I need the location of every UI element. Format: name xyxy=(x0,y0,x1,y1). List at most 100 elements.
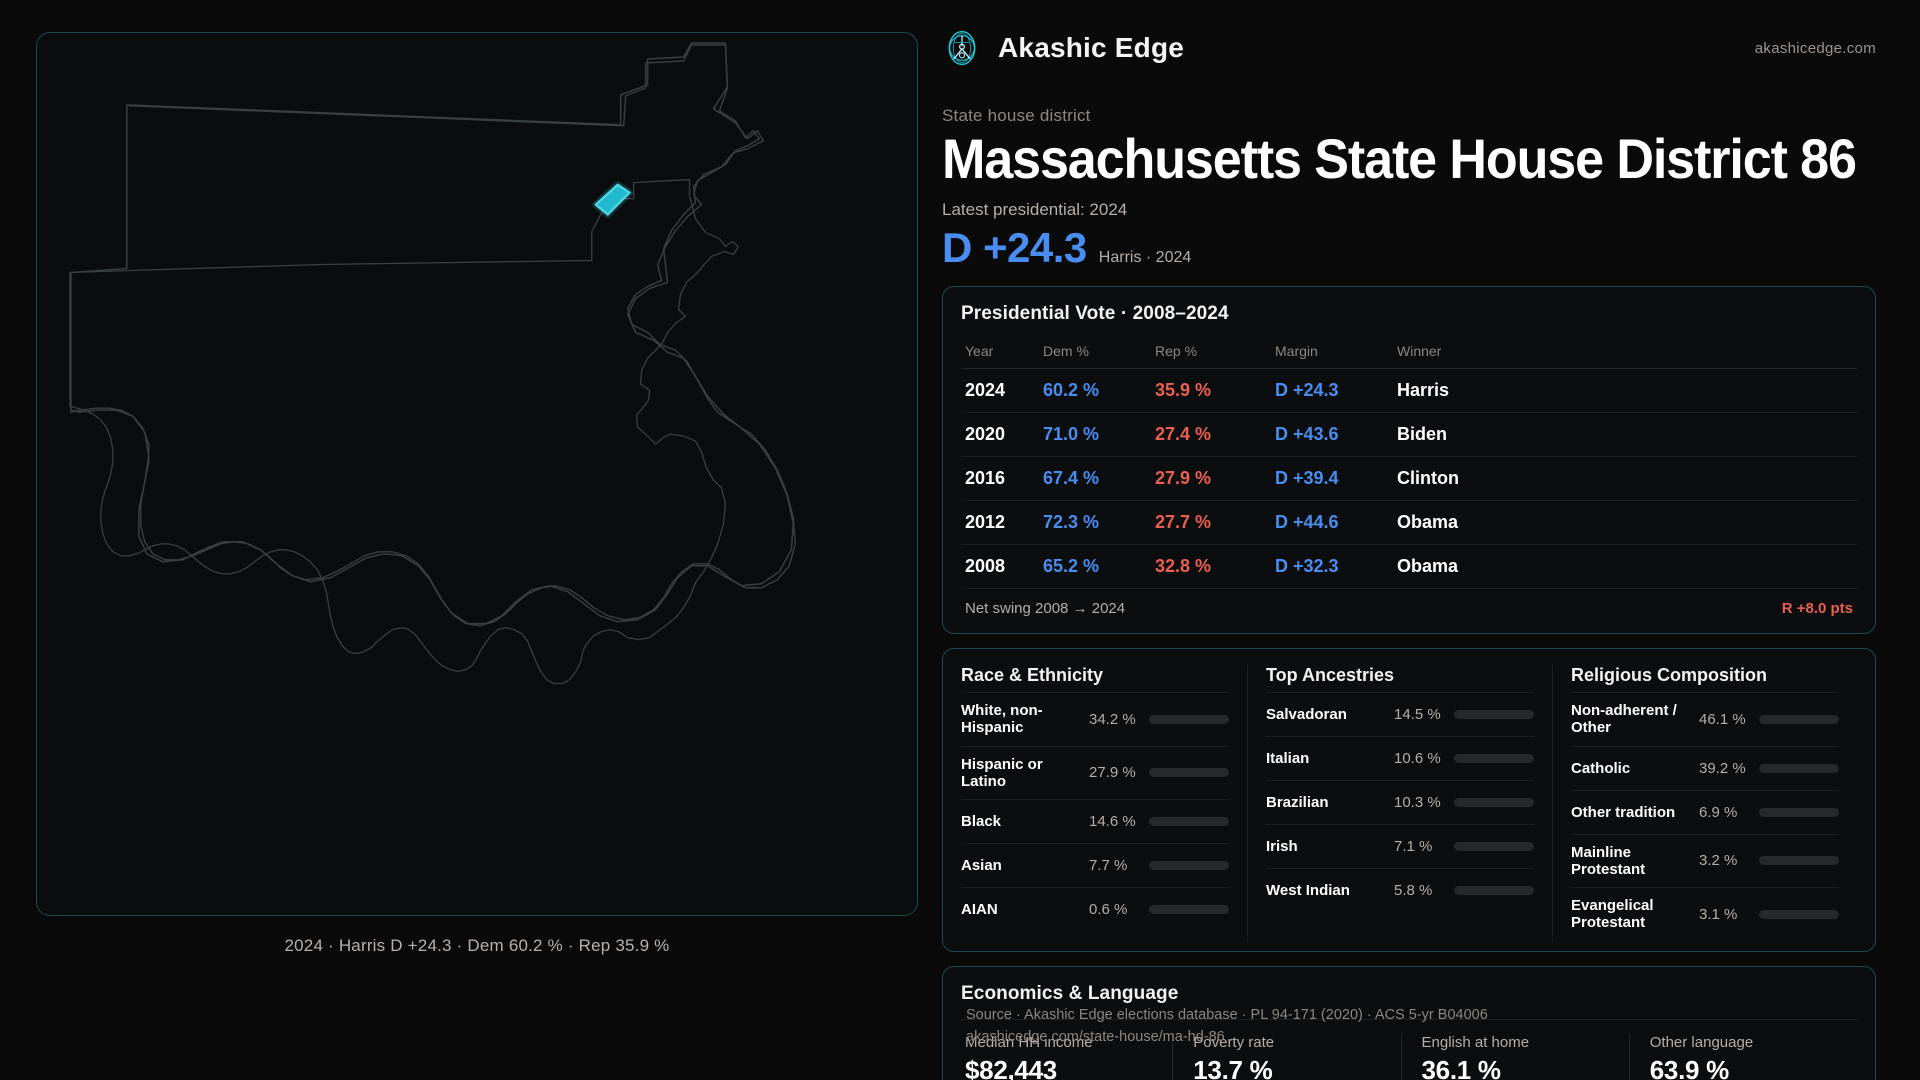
list-item[interactable]: West Indian 5.8 % xyxy=(1266,868,1534,912)
massachusetts-outline-icon xyxy=(69,42,796,685)
stat-value: 36.1 % xyxy=(1421,1054,1501,1080)
highlighted-district xyxy=(592,181,634,219)
table-row[interactable]: 2016 67.4 % 27.9 % D +39.4 Clinton xyxy=(961,456,1857,502)
list-item[interactable]: Asian 7.7 % xyxy=(961,843,1229,887)
race-bar xyxy=(1149,768,1229,778)
list-item[interactable]: Black 14.6 % xyxy=(961,799,1229,843)
religion-bar xyxy=(1759,714,1839,724)
cell-year: 2012 xyxy=(961,500,1039,546)
map-caption: 2024 · Harris D +24.3 · Dem 60.2 % · Rep… xyxy=(284,936,670,955)
race-value: 27.9 % xyxy=(1089,764,1136,782)
cell-rep: 35.9 % xyxy=(1151,368,1271,414)
race-label: Hispanic or Latino xyxy=(961,755,1043,790)
economics-language-title: Economics & Language xyxy=(961,982,1179,1004)
table-row[interactable]: 2012 72.3 % 27.7 % D +44.6 Obama xyxy=(961,500,1857,546)
col-margin: Margin xyxy=(1271,337,1393,370)
brand-bar: Akashic Edge akashicedge.com xyxy=(942,28,1876,86)
headline-margin-sub: Harris · 2024 xyxy=(1098,249,1192,267)
net-swing-label: Net swing 2008 → 2024 xyxy=(965,600,1126,618)
list-item[interactable]: White, non-Hispanic 34.2 % xyxy=(961,692,1229,746)
district-map[interactable] xyxy=(36,32,918,916)
cell-dem: 67.4 % xyxy=(1039,456,1151,502)
vote-table-body: 2024 60.2 % 35.9 % D +24.3 Harris 2020 7… xyxy=(961,368,1857,590)
col-winner: Winner xyxy=(1393,337,1857,370)
religion-value: 3.2 % xyxy=(1699,852,1738,870)
cell-margin: D +43.6 xyxy=(1271,412,1393,458)
religion-bar xyxy=(1759,763,1839,773)
cell-winner: Harris xyxy=(1393,368,1857,414)
presidential-vote-title: Presidential Vote · 2008–2024 xyxy=(961,303,1229,325)
cell-margin: D +44.6 xyxy=(1271,500,1393,546)
cell-margin: D +24.3 xyxy=(1271,368,1393,414)
list-item[interactable]: Salvadoran 14.5 % xyxy=(1266,692,1534,736)
race-label: AIAN xyxy=(961,901,998,919)
col-rep: Rep % xyxy=(1151,337,1271,370)
net-swing-row: Net swing 2008 → 2024 R +8.0 pts xyxy=(961,589,1857,623)
cell-winner: Biden xyxy=(1393,412,1857,458)
stat-value: 13.7 % xyxy=(1193,1054,1273,1080)
stat-other-language: Other language 63.9 % xyxy=(1628,1033,1857,1080)
list-item[interactable]: Catholic 39.2 % xyxy=(1571,745,1839,790)
col-dem: Dem % xyxy=(1039,337,1151,370)
religious-composition-title: Religious Composition xyxy=(1571,665,1767,686)
race-value: 7.7 % xyxy=(1089,857,1128,875)
stat-value: 63.9 % xyxy=(1649,1054,1729,1080)
stat-value: $82,443 xyxy=(965,1054,1057,1080)
economics-language-card: Economics & Language Median HH income $8… xyxy=(942,965,1876,1080)
col-year: Year xyxy=(961,337,1039,370)
list-item[interactable]: Mainline Protestant 3.2 % xyxy=(1571,833,1839,888)
table-row[interactable]: 2020 71.0 % 27.4 % D +43.6 Biden xyxy=(961,412,1857,458)
cell-rep: 27.4 % xyxy=(1151,412,1271,458)
ancestry-bar xyxy=(1454,710,1534,720)
religion-label: Evangelical Protestant xyxy=(1571,897,1654,932)
religion-bar xyxy=(1759,856,1839,866)
ancestry-bar xyxy=(1454,754,1534,764)
ancestry-label: Italian xyxy=(1266,750,1310,768)
cell-winner: Obama xyxy=(1393,544,1857,590)
ancestry-label: Brazilian xyxy=(1266,794,1329,812)
table-row[interactable]: 2024 60.2 % 35.9 % D +24.3 Harris xyxy=(961,368,1857,414)
demographics-trio: Race & Ethnicity White, non-Hispanic 34.… xyxy=(961,665,1857,941)
cell-year: 2024 xyxy=(961,368,1039,414)
ancestry-label: Salvadoran xyxy=(1266,706,1347,724)
race-value: 34.2 % xyxy=(1089,710,1136,728)
presidential-vote-card: Presidential Vote · 2008–2024 Year Dem %… xyxy=(942,286,1876,635)
stat-median-hh-income: Median HH income $82,443 xyxy=(961,1034,1172,1080)
race-label: Black xyxy=(961,813,1002,831)
ancestry-bar xyxy=(1454,842,1534,852)
list-item[interactable]: Hispanic or Latino 27.9 % xyxy=(961,745,1229,800)
presidential-vote-table: Year Dem % Rep % Margin Winner 2024 60.2… xyxy=(961,337,1857,590)
race-bar xyxy=(1149,817,1229,827)
list-item[interactable]: AIAN 0.6 % xyxy=(961,887,1229,931)
list-item[interactable]: Brazilian 10.3 % xyxy=(1266,780,1534,824)
religion-value: 46.1 % xyxy=(1699,710,1746,728)
race-bar xyxy=(1149,714,1229,724)
list-item[interactable]: Other tradition 6.9 % xyxy=(1571,789,1839,834)
kicker-label: State house district xyxy=(942,106,1091,125)
religion-value: 3.1 % xyxy=(1699,905,1738,923)
headline-margin-value: D +24.3 xyxy=(942,224,1087,272)
list-item[interactable]: Evangelical Protestant 3.1 % xyxy=(1571,887,1839,941)
stat-label: English at home xyxy=(1421,1033,1530,1051)
ancestry-value: 5.8 % xyxy=(1394,882,1433,900)
cell-dem: 65.2 % xyxy=(1039,544,1151,590)
net-swing-value: R +8.0 pts xyxy=(1781,600,1853,618)
religious-composition-panel: Religious Composition Non-adherent / Oth… xyxy=(1552,665,1857,941)
list-item[interactable]: Irish 7.1 % xyxy=(1266,824,1534,868)
cell-dem: 60.2 % xyxy=(1039,368,1151,414)
stat-label: Poverty rate xyxy=(1193,1033,1275,1051)
akashic-emblem-icon xyxy=(948,30,976,66)
race-value: 14.6 % xyxy=(1089,813,1136,831)
list-item[interactable]: Italian 10.6 % xyxy=(1266,736,1534,780)
religion-value: 6.9 % xyxy=(1699,803,1738,821)
stat-english-at-home: English at home 36.1 % xyxy=(1400,1033,1629,1080)
ancestry-label: West Indian xyxy=(1266,882,1350,900)
brand-url[interactable]: akashicedge.com xyxy=(1754,39,1876,57)
page-title: Massachusetts State House District 86 xyxy=(942,127,1857,190)
table-row[interactable]: 2008 65.2 % 32.8 % D +32.3 Obama xyxy=(961,544,1857,590)
ancestry-value: 10.6 % xyxy=(1394,750,1441,768)
list-item[interactable]: Non-adherent / Other 46.1 % xyxy=(1571,692,1839,746)
race-ethnicity-title: Race & Ethnicity xyxy=(961,665,1104,686)
race-label: Asian xyxy=(961,857,1002,875)
